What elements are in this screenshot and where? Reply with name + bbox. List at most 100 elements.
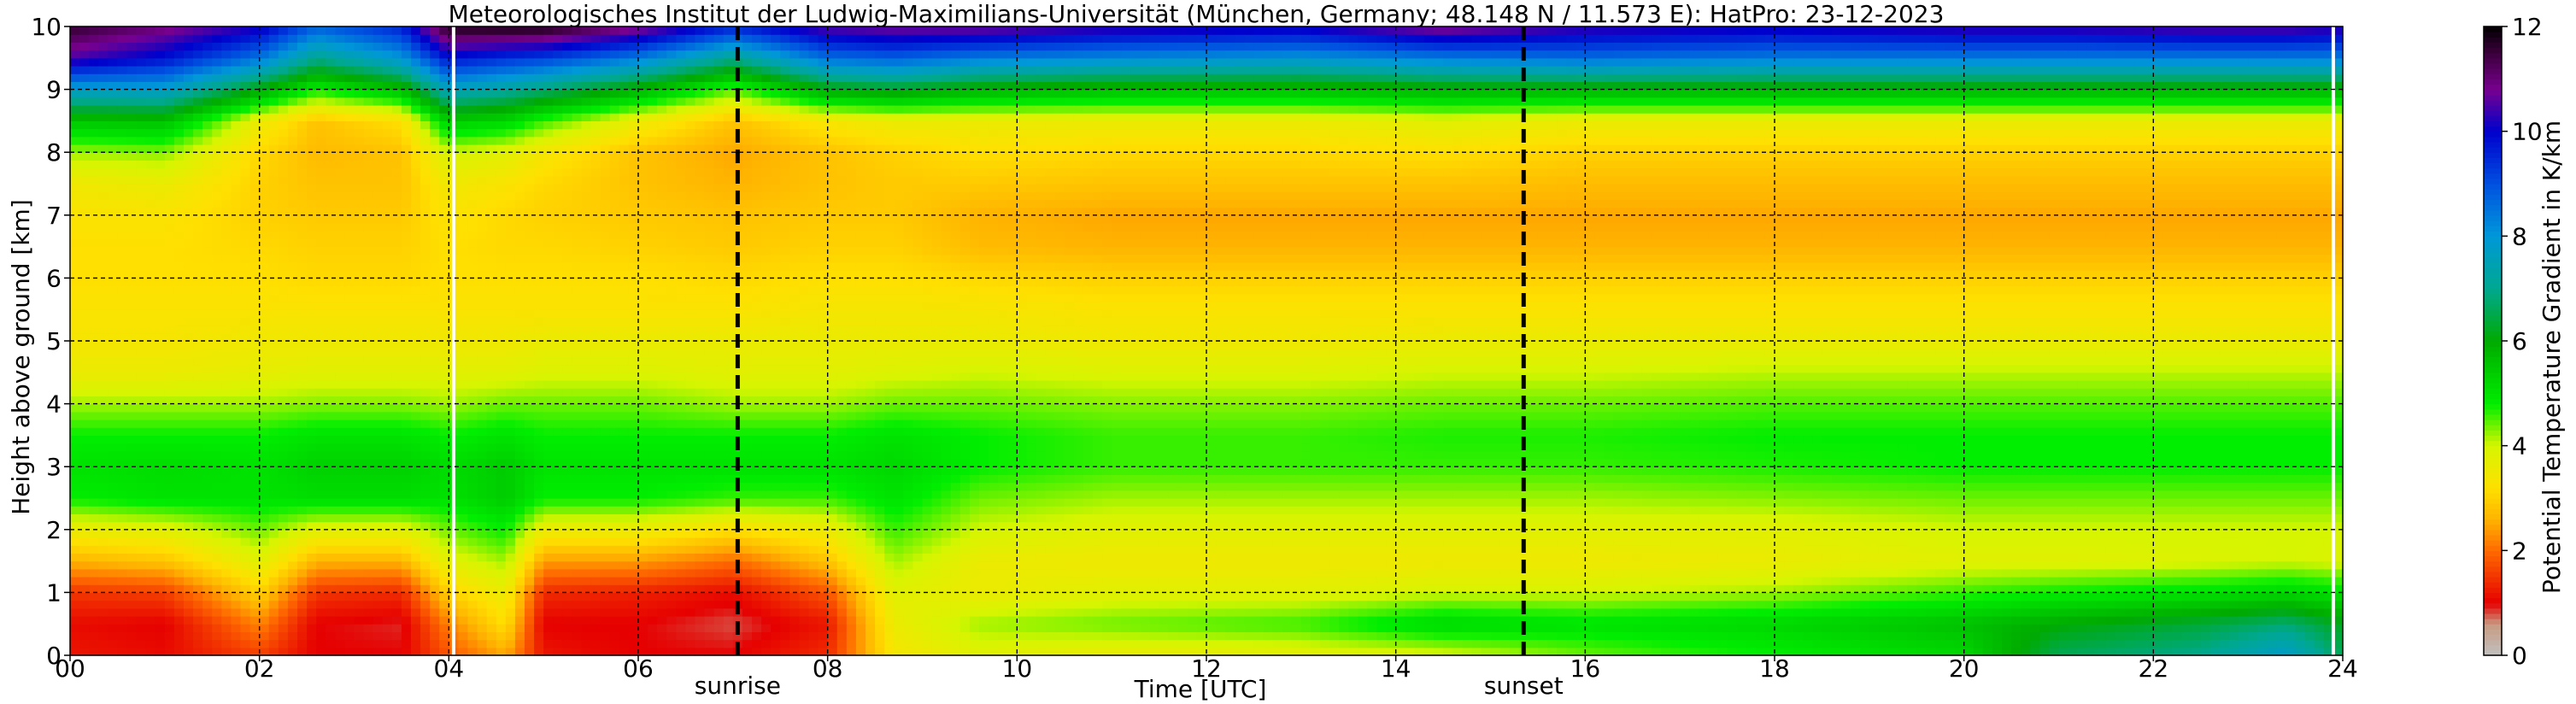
heatmap-cell <box>268 113 279 121</box>
heatmap-cell <box>297 498 308 507</box>
heatmap-cell <box>401 388 412 396</box>
heatmap-cell <box>391 199 402 208</box>
heatmap-cell <box>458 97 469 106</box>
heatmap-cell <box>373 152 384 161</box>
heatmap-cell <box>98 34 109 43</box>
heatmap-cell <box>98 443 109 452</box>
heatmap-cell <box>391 592 402 601</box>
heatmap-cell <box>268 490 279 499</box>
heatmap-cell <box>628 238 639 248</box>
heatmap-cell <box>354 607 365 617</box>
heatmap-cell <box>486 26 497 35</box>
heatmap-cell <box>164 184 175 192</box>
heatmap-cell <box>572 302 583 310</box>
heatmap-cell <box>259 73 270 82</box>
heatmap-cell <box>79 639 90 648</box>
heatmap-cell <box>344 356 355 366</box>
heatmap-cell <box>212 293 222 302</box>
heatmap-cell <box>590 607 601 617</box>
heatmap-cell <box>505 246 516 255</box>
heatmap-cell <box>657 529 667 538</box>
heatmap-cell <box>411 364 421 373</box>
heatmap-cell <box>401 435 412 444</box>
heatmap-cell <box>648 270 658 279</box>
heatmap-cell <box>439 529 449 538</box>
heatmap-cell <box>231 152 242 161</box>
heatmap-cell <box>505 427 516 436</box>
heatmap-cell <box>411 207 421 216</box>
heatmap-cell <box>117 490 128 499</box>
heatmap-cell <box>657 513 667 523</box>
heatmap-cell <box>221 57 232 67</box>
heatmap-cell <box>70 403 80 413</box>
heatmap-cell <box>249 73 261 82</box>
heatmap-cell <box>391 97 402 106</box>
heatmap-cell <box>240 403 251 413</box>
heatmap-cell <box>420 81 431 91</box>
heatmap-cell <box>335 160 346 169</box>
heatmap-cell <box>268 238 279 248</box>
heatmap-cell <box>477 631 488 641</box>
heatmap-cell <box>89 136 99 145</box>
heatmap-cell <box>249 364 261 373</box>
heatmap-cell <box>382 262 393 271</box>
heatmap-cell <box>401 81 412 91</box>
heatmap-cell <box>184 356 194 366</box>
heatmap-cell <box>136 167 147 177</box>
heatmap-cell <box>657 482 667 491</box>
heatmap-cell <box>297 302 308 310</box>
heatmap-cell <box>458 616 469 625</box>
heatmap-cell <box>562 128 573 138</box>
heatmap-cell <box>287 262 298 271</box>
heatmap-cell <box>430 246 440 255</box>
heatmap-cell <box>136 317 147 326</box>
heatmap-cell <box>638 238 648 248</box>
heatmap-cell <box>297 568 308 578</box>
heatmap-cell <box>344 144 355 153</box>
heatmap-cell <box>534 568 544 578</box>
heatmap-cell <box>79 50 90 59</box>
heatmap-cell <box>572 435 583 444</box>
heatmap-cell <box>628 191 639 200</box>
heatmap-cell <box>467 349 478 357</box>
heatmap-cell <box>89 262 99 271</box>
heatmap-cell <box>581 443 592 452</box>
heatmap-cell <box>335 309 346 318</box>
heatmap-cell <box>458 26 469 35</box>
heatmap-cell <box>628 459 639 467</box>
heatmap-cell <box>373 364 384 373</box>
heatmap-cell <box>391 482 402 491</box>
heatmap-cell <box>173 482 185 491</box>
heatmap-cell <box>648 577 658 585</box>
heatmap-cell <box>89 26 99 35</box>
heatmap-cell <box>98 317 109 326</box>
heatmap-cell <box>316 427 326 436</box>
heatmap-cell <box>240 427 251 436</box>
heatmap-cell <box>164 584 175 593</box>
heatmap-cell <box>486 537 497 546</box>
heatmap-cell <box>117 66 128 74</box>
heatmap-cell <box>439 73 449 82</box>
heatmap-cell <box>534 136 544 145</box>
heatmap-cell <box>98 302 109 310</box>
heatmap-cell <box>344 302 355 310</box>
heatmap-cell <box>145 317 156 326</box>
heatmap-cell <box>184 184 194 192</box>
heatmap-cell <box>212 167 222 177</box>
heatmap-cell <box>600 160 611 169</box>
heatmap-cell <box>486 577 497 585</box>
heatmap-cell <box>249 631 261 641</box>
heatmap-cell <box>231 167 242 177</box>
heatmap-cell <box>79 490 90 499</box>
heatmap-cell <box>221 50 232 59</box>
heatmap-cell <box>439 403 449 413</box>
heatmap-cell <box>344 246 355 255</box>
heatmap-cell <box>486 388 497 396</box>
heatmap-cell <box>155 624 166 632</box>
heatmap-cell <box>326 396 336 405</box>
heatmap-cell <box>648 278 658 287</box>
heatmap-cell <box>126 254 138 263</box>
heatmap-cell <box>287 521 298 531</box>
heatmap-cell <box>467 616 478 625</box>
heatmap-cell <box>287 356 298 366</box>
